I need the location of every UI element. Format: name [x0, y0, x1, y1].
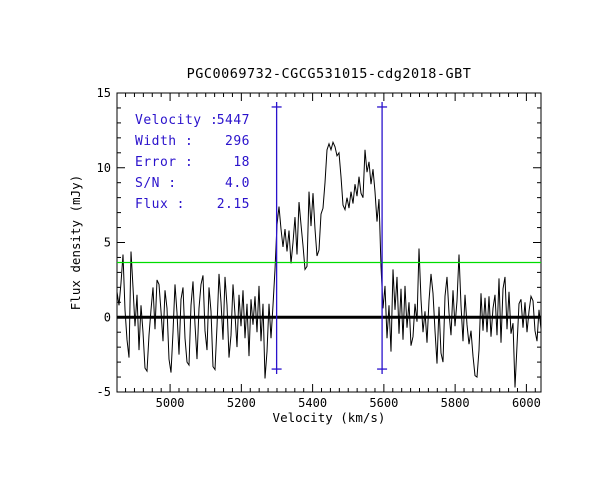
annotation-error-label: Error :: [135, 155, 193, 170]
svg-text:5000: 5000: [156, 396, 185, 410]
chart-title: PGC0069732-CGCG531015-cdg2018-GBT: [187, 66, 472, 82]
svg-text:-5: -5: [97, 385, 111, 399]
annotation-velocity-value: 5447: [217, 113, 250, 128]
y-axis-label: Flux density (mJy): [68, 175, 83, 310]
annotation-velocity-label: Velocity :: [135, 113, 218, 128]
annotation-flux-value: 2.15: [217, 197, 250, 212]
annotation-width-value: 296: [225, 134, 250, 149]
spectrum-line: [116, 140, 542, 388]
measurement-annotations: Velocity : 5447 Width : 296 Error : 18 S…: [135, 113, 250, 212]
svg-text:10: 10: [97, 161, 111, 175]
annotation-flux-label: Flux :: [135, 197, 185, 212]
annotation-sn-value: 4.0: [225, 176, 250, 191]
signal-window-left-marker: [271, 101, 282, 375]
svg-text:5400: 5400: [298, 396, 327, 410]
svg-text:5600: 5600: [369, 396, 398, 410]
svg-text:6000: 6000: [512, 396, 541, 410]
x-axis-label: Velocity (km/s): [273, 410, 386, 425]
svg-text:5200: 5200: [227, 396, 256, 410]
svg-text:0: 0: [104, 310, 111, 324]
annotation-sn-label: S/N :: [135, 176, 177, 191]
svg-text:15: 15: [97, 86, 111, 100]
svg-text:5800: 5800: [441, 396, 470, 410]
annotation-width-label: Width :: [135, 134, 193, 149]
annotation-error-value: 18: [233, 155, 250, 170]
axis-tick-labels: 5000 5200 5400 5600 5800 6000 -5 0 5 10 15: [97, 86, 541, 410]
svg-text:5: 5: [104, 236, 111, 250]
axis-tick-marks: [117, 92, 541, 393]
signal-window-right-marker: [377, 101, 388, 375]
